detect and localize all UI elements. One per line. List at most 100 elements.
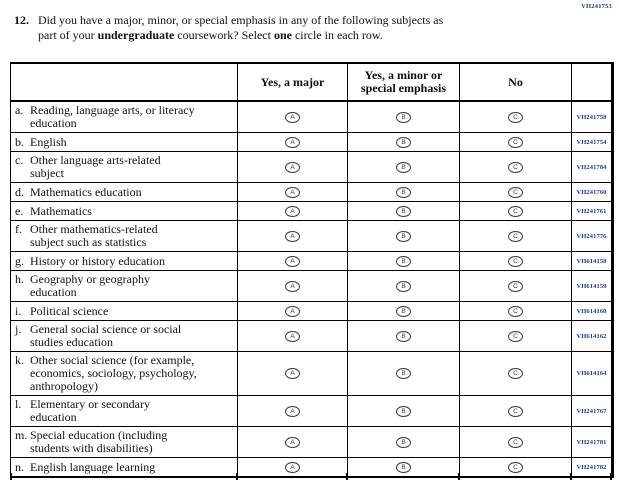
bubble-yes-minor[interactable]: B bbox=[396, 436, 411, 448]
row-label-cell: e. Mathematics bbox=[10, 201, 238, 221]
cell-yes-major: A bbox=[237, 132, 348, 152]
bubble-yes-major[interactable]: A bbox=[285, 205, 300, 217]
bubble-yes-major[interactable]: A bbox=[285, 405, 300, 417]
row-code: VH241758 bbox=[571, 100, 613, 133]
bubble-yes-major[interactable]: A bbox=[285, 330, 300, 342]
question-text-part2: coursework? Select bbox=[174, 27, 274, 42]
bubble-no[interactable]: C bbox=[508, 205, 523, 217]
bubble-no[interactable]: C bbox=[508, 230, 523, 242]
bubble-yes-major[interactable]: A bbox=[285, 136, 300, 148]
question-12: 12. Did you have a major, minor, or spec… bbox=[14, 13, 543, 42]
bubble-no[interactable]: C bbox=[508, 161, 523, 173]
column-header-yes-minor: Yes, a minor or special emphasis bbox=[347, 62, 460, 102]
bubble-no[interactable]: C bbox=[508, 136, 523, 148]
cell-no: C bbox=[459, 182, 572, 202]
cell-yes-major: A bbox=[237, 395, 348, 427]
bubble-yes-minor[interactable]: B bbox=[396, 305, 411, 317]
bubble-no[interactable]: C bbox=[508, 368, 523, 380]
cell-no: C bbox=[459, 251, 572, 271]
bubble-yes-major[interactable]: A bbox=[285, 161, 300, 173]
bubble-no[interactable]: C bbox=[508, 461, 523, 473]
bubble-yes-minor[interactable]: B bbox=[396, 405, 411, 417]
bubble-no[interactable]: C bbox=[508, 405, 523, 417]
bubble-yes-major[interactable]: A bbox=[285, 436, 300, 448]
row-code: VH241784 bbox=[571, 151, 613, 183]
bubble-yes-minor[interactable]: B bbox=[396, 255, 411, 267]
row-label-cell: a. Reading, language arts, or literacy ed… bbox=[10, 100, 238, 133]
bubble-yes-major[interactable]: A bbox=[285, 111, 300, 123]
bubble-yes-major[interactable]: A bbox=[285, 305, 300, 317]
table-row-j: j. General social science or social studi… bbox=[10, 320, 613, 352]
row-label: General social science or social studies… bbox=[30, 322, 182, 349]
question-bold-undergraduate: undergraduate bbox=[97, 27, 175, 42]
column-header-no: No bbox=[459, 62, 572, 102]
question-text-part1: Did you have a major, minor, or special … bbox=[38, 13, 444, 42]
bubble-no[interactable]: C bbox=[508, 305, 523, 317]
bubble-yes-major[interactable]: A bbox=[285, 230, 300, 242]
bubble-no[interactable]: C bbox=[508, 255, 523, 267]
bubble-yes-minor[interactable]: B bbox=[396, 205, 411, 217]
table-row-k: k. Other social science (for example, eco… bbox=[10, 351, 613, 396]
table-continuation-stub bbox=[236, 473, 238, 480]
row-label: Reading, language arts, or literacy educ… bbox=[30, 103, 195, 130]
row-label-cell: h. Geography or geography education bbox=[10, 270, 238, 302]
bubble-yes-minor[interactable]: B bbox=[396, 230, 411, 242]
row-letter: n. bbox=[15, 459, 24, 474]
column-header-code bbox=[571, 62, 613, 102]
row-letter: f. bbox=[15, 222, 22, 236]
bubble-yes-minor[interactable]: B bbox=[396, 330, 411, 342]
cell-yes-minor: B bbox=[347, 320, 460, 352]
row-label: Special education (including students wi… bbox=[30, 428, 168, 455]
bubble-yes-major[interactable]: A bbox=[285, 255, 300, 267]
table-row-a: a. Reading, language arts, or literacy ed… bbox=[10, 100, 613, 133]
row-code: VH241781 bbox=[571, 426, 613, 458]
bubble-yes-major[interactable]: A bbox=[285, 186, 300, 198]
bubble-yes-minor[interactable]: B bbox=[396, 111, 411, 123]
cell-yes-major: A bbox=[237, 426, 348, 458]
table-continuation-stub bbox=[346, 473, 348, 480]
bubble-no[interactable]: C bbox=[508, 186, 523, 198]
bubble-yes-minor[interactable]: B bbox=[396, 368, 411, 380]
bubble-yes-minor[interactable]: B bbox=[396, 461, 411, 473]
cell-no: C bbox=[459, 100, 572, 133]
bubble-no[interactable]: C bbox=[508, 111, 523, 123]
cell-no: C bbox=[459, 201, 572, 221]
bubble-no[interactable]: C bbox=[508, 330, 523, 342]
row-letter: e. bbox=[15, 203, 24, 218]
cell-no: C bbox=[459, 270, 572, 302]
bubble-yes-minor[interactable]: B bbox=[396, 186, 411, 198]
cell-yes-minor: B bbox=[347, 351, 460, 396]
cell-yes-minor: B bbox=[347, 395, 460, 427]
bubble-yes-minor[interactable]: B bbox=[396, 136, 411, 148]
cell-yes-minor: B bbox=[347, 251, 460, 271]
cell-yes-minor: B bbox=[347, 457, 460, 478]
row-label: Mathematics bbox=[30, 203, 92, 218]
table-row-l: l. Elementary or secondary education A B … bbox=[10, 395, 613, 427]
cell-no: C bbox=[459, 426, 572, 458]
row-code: VH241760 bbox=[571, 182, 613, 202]
row-label-cell: m. Special education (including students … bbox=[10, 426, 238, 458]
bubble-yes-major[interactable]: A bbox=[285, 280, 300, 292]
row-label-cell: l. Elementary or secondary education bbox=[10, 395, 238, 427]
bubble-no[interactable]: C bbox=[508, 280, 523, 292]
cell-no: C bbox=[459, 301, 572, 321]
row-label-cell: c. Other language arts-related subject bbox=[10, 151, 238, 183]
table-row-i: i. Political science A B C VH614160 bbox=[10, 301, 613, 321]
row-letter: b. bbox=[15, 134, 24, 149]
row-label-cell: j. General social science or social studi… bbox=[10, 320, 238, 352]
table-row-d: d. Mathematics education A B C VH241760 bbox=[10, 182, 613, 202]
bubble-yes-minor[interactable]: B bbox=[396, 161, 411, 173]
bubble-yes-major[interactable]: A bbox=[285, 461, 300, 473]
row-code: VH614164 bbox=[571, 351, 613, 396]
table-row-f: f. Other mathematics-related subject such… bbox=[10, 220, 613, 252]
bubble-no[interactable]: C bbox=[508, 436, 523, 448]
bubble-yes-major[interactable]: A bbox=[285, 368, 300, 380]
table-row-m: m. Special education (including students … bbox=[10, 426, 613, 458]
row-letter: c. bbox=[15, 153, 24, 167]
cell-yes-major: A bbox=[237, 351, 348, 396]
row-letter: k. bbox=[15, 353, 24, 367]
question-text-part3: circle in each row. bbox=[291, 27, 383, 42]
question-bold-one: one bbox=[273, 27, 292, 42]
row-code: VH614160 bbox=[571, 301, 613, 321]
bubble-yes-minor[interactable]: B bbox=[396, 280, 411, 292]
